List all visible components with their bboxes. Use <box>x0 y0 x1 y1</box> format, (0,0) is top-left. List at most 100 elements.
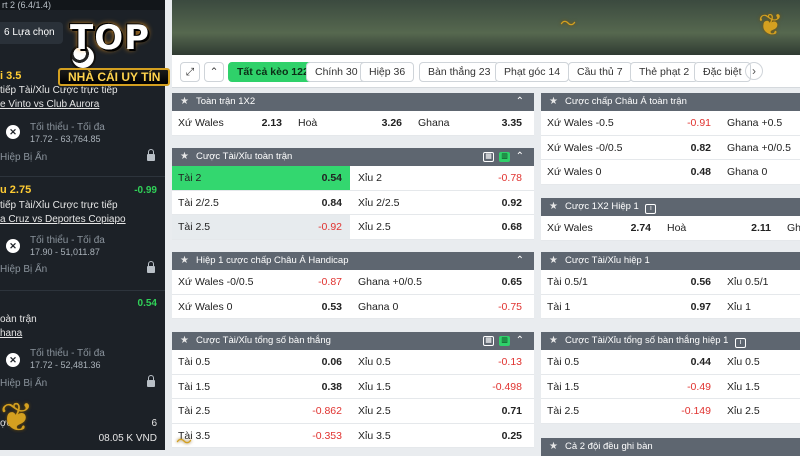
odds-cell[interactable]: Tài 0.5 0.06 <box>172 350 350 374</box>
odds-cell[interactable]: Tài 0.5/1 0.56 <box>541 270 719 294</box>
odds-cell[interactable]: Xứ Wales -0.5 -0.91 <box>541 111 719 135</box>
panel-title: Cược Tài/Xỉu tổng số bàn thắng hiệp 1 <box>564 335 729 346</box>
odds-cell[interactable]: Gh <box>781 216 800 240</box>
odds-cell[interactable]: Xỉu 2 -0.78 <box>352 166 530 190</box>
odds-row: Tài 3.5 -0.353 Xỉu 3.5 0.25 <box>172 424 534 448</box>
grid-view-icon[interactable]: ▦ <box>483 152 494 162</box>
star-icon[interactable]: ★ <box>549 201 558 212</box>
panel-header[interactable]: ★ Cược Tài/Xỉu toàn trận ▦ ▥ ⌃ <box>172 148 534 166</box>
odds-cell[interactable]: Tài 1.5 -0.49 <box>541 375 719 399</box>
odds-cell[interactable]: Hoà 2.11 <box>661 216 779 240</box>
selection-count-chip[interactable]: 6 Lựa chọn <box>0 22 63 44</box>
odds-cell[interactable]: Xỉu 0.5 -0.13 <box>352 350 530 374</box>
star-icon[interactable]: ★ <box>549 96 558 107</box>
tab-half[interactable]: Hiệp 36 <box>360 62 415 82</box>
gold-ornament-icon: ❦ <box>758 9 784 42</box>
panel-title: Cược chấp Châu Á toàn trận <box>564 96 687 107</box>
odds-cell[interactable]: Xỉu 2/2.5 0.92 <box>352 191 530 215</box>
panel-header[interactable]: ★ Cược Tài/Xỉu tổng số bàn thắng hiệp 1 i <box>541 332 800 350</box>
remove-bet-icon[interactable]: ✕ <box>6 239 20 253</box>
odds-cell[interactable]: Hoà 3.26 <box>292 111 410 135</box>
odds-cell[interactable]: Tài 2.5 -0.862 <box>172 399 350 423</box>
info-icon[interactable]: i <box>645 204 657 214</box>
odds-cell[interactable]: Tài 1.5 0.38 <box>172 375 350 399</box>
star-icon[interactable]: ★ <box>180 96 189 107</box>
odds-cell[interactable]: Ghana 3.35 <box>412 111 530 135</box>
tab-all-markets[interactable]: Tất cả kèo 122 <box>228 62 318 82</box>
list-view-icon[interactable]: ▥ <box>499 152 510 162</box>
panel-header[interactable]: ★ Toàn trận 1X2 ⌃ <box>172 93 534 111</box>
odds-cell[interactable]: Tài 2/2.5 0.84 <box>172 191 350 215</box>
panel-header[interactable]: ★ Cược 1X2 Hiệp 1 i <box>541 198 800 216</box>
chevron-up-icon[interactable]: ⌃ <box>515 335 524 346</box>
star-icon[interactable]: ★ <box>180 255 189 266</box>
bet-match-link[interactable]: a Cruz vs Deportes Copiapo <box>0 214 126 225</box>
panel-header[interactable]: ★ Cược Tài/Xỉu hiệp 1 <box>541 252 800 270</box>
market-tabs: ⤢ ⌃ Tất cả kèo 122 Chính 30 Hiệp 36 Bàn … <box>172 55 800 88</box>
tab-main[interactable]: Chính 30 <box>306 62 367 82</box>
tab-players[interactable]: Cầu thủ 7 <box>568 62 632 82</box>
odds-cell[interactable]: Tài 0.5 0.44 <box>541 350 719 374</box>
star-icon[interactable]: ★ <box>549 335 558 346</box>
odds-value: -0.498 <box>492 380 522 393</box>
odds-value: 0.25 <box>501 429 522 442</box>
odds-cell[interactable]: Xứ Wales 2.74 <box>541 216 659 240</box>
odds-cell[interactable]: Xỉu 1.5 -0.498 <box>352 375 530 399</box>
odds-cell[interactable]: Ghana +0.5 <box>721 111 800 135</box>
info-icon[interactable]: i <box>735 338 747 348</box>
odds-cell[interactable]: Tài 1 0.97 <box>541 295 719 319</box>
odds-cell[interactable]: Tài 3.5 -0.353 <box>172 424 350 448</box>
panel-header[interactable]: ★ Hiệp 1 cược chấp Châu Á Handicap ⌃ <box>172 252 534 270</box>
odds-cell[interactable]: Ghana 0 <box>721 160 800 184</box>
odds-cell[interactable]: Tài 2.5 -0.92 <box>172 215 350 239</box>
remove-bet-icon[interactable]: ✕ <box>6 353 20 367</box>
odds-cell[interactable]: Ghana 0 -0.75 <box>352 295 530 319</box>
odds-cell[interactable]: Tài 2.5 -0.149 <box>541 399 719 423</box>
chevron-right-icon[interactable]: › <box>745 62 763 80</box>
odds-cell[interactable]: Xỉu 1 <box>721 295 800 319</box>
bet-match-link[interactable]: hana <box>0 328 23 339</box>
odds-cell[interactable]: Xỉu 2.5 <box>721 399 800 423</box>
odds-cell[interactable]: Tài 2 0.54 <box>172 166 350 190</box>
odds-label: Xứ Wales 0 <box>547 166 602 178</box>
odds-cell[interactable]: Xứ Wales 0 0.48 <box>541 160 719 184</box>
remove-bet-icon[interactable]: ✕ <box>6 125 20 139</box>
chevron-up-icon[interactable]: ⌃ <box>515 96 524 107</box>
panel-header[interactable]: ★ Cược chấp Châu Á toàn trận <box>541 93 800 111</box>
odds-row: Xứ Wales 0 0.53 Ghana 0 -0.75 <box>172 295 534 319</box>
odds-cell[interactable]: Xỉu 0.5/1 <box>721 270 800 294</box>
panel-header[interactable]: ★ Cả 2 đội đều ghi bàn <box>541 438 800 456</box>
tab-cards[interactable]: Thẻ phạt 2 <box>630 62 699 82</box>
odds-cell[interactable]: Ghana +0/0.5 0.65 <box>352 270 530 294</box>
odds-label: Xỉu 1.5 <box>727 380 760 393</box>
odds-cell[interactable]: Xỉu 2.5 0.71 <box>352 399 530 423</box>
odds-cell[interactable]: Xứ Wales 0 0.53 <box>172 295 350 319</box>
odds-cell[interactable]: Xỉu 2.5 0.68 <box>352 215 530 239</box>
collapse-icon[interactable]: ⌃ <box>204 62 224 82</box>
bet-match-link[interactable]: e Vinto vs Club Aurora <box>0 99 100 110</box>
grid-view-icon[interactable]: ▦ <box>483 336 494 346</box>
odds-cell[interactable]: Xứ Wales 2.13 <box>172 111 290 135</box>
panel-header[interactable]: ★ Cược Tài/Xỉu tổng số bàn thắng ▦ ▥ ⌃ <box>172 332 534 350</box>
odds-cell[interactable]: Xứ Wales -0/0.5 -0.87 <box>172 270 350 294</box>
odds-cell[interactable]: Xỉu 0.5 <box>721 350 800 374</box>
odds-cell[interactable]: Xứ Wales -0/0.5 0.82 <box>541 136 719 160</box>
odds-label: Xỉu 0.5 <box>727 356 760 368</box>
odds-cell[interactable]: Xỉu 3.5 0.25 <box>352 424 530 448</box>
odds-value: 2.11 <box>751 222 771 234</box>
chevron-up-icon[interactable]: ⌃ <box>515 151 524 162</box>
expand-icon[interactable]: ⤢ <box>180 62 200 82</box>
chevron-up-icon[interactable]: ⌃ <box>515 255 524 266</box>
star-icon[interactable]: ★ <box>549 441 558 452</box>
star-icon[interactable]: ★ <box>180 151 189 162</box>
tab-special[interactable]: Đặc biệt <box>694 62 751 82</box>
tab-corners[interactable]: Phạt góc 14 <box>495 62 570 82</box>
odds-cell[interactable]: Xỉu 1.5 <box>721 375 800 399</box>
tab-goals[interactable]: Bàn thắng 23 <box>419 62 500 82</box>
star-icon[interactable]: ★ <box>180 335 189 346</box>
odds-cell[interactable]: Ghana +0/0.5 <box>721 136 800 160</box>
list-view-icon[interactable]: ▥ <box>499 336 510 346</box>
odds-value: 3.26 <box>381 117 402 129</box>
odds-label: Tài 1.5 <box>547 380 580 393</box>
star-icon[interactable]: ★ <box>549 255 558 266</box>
